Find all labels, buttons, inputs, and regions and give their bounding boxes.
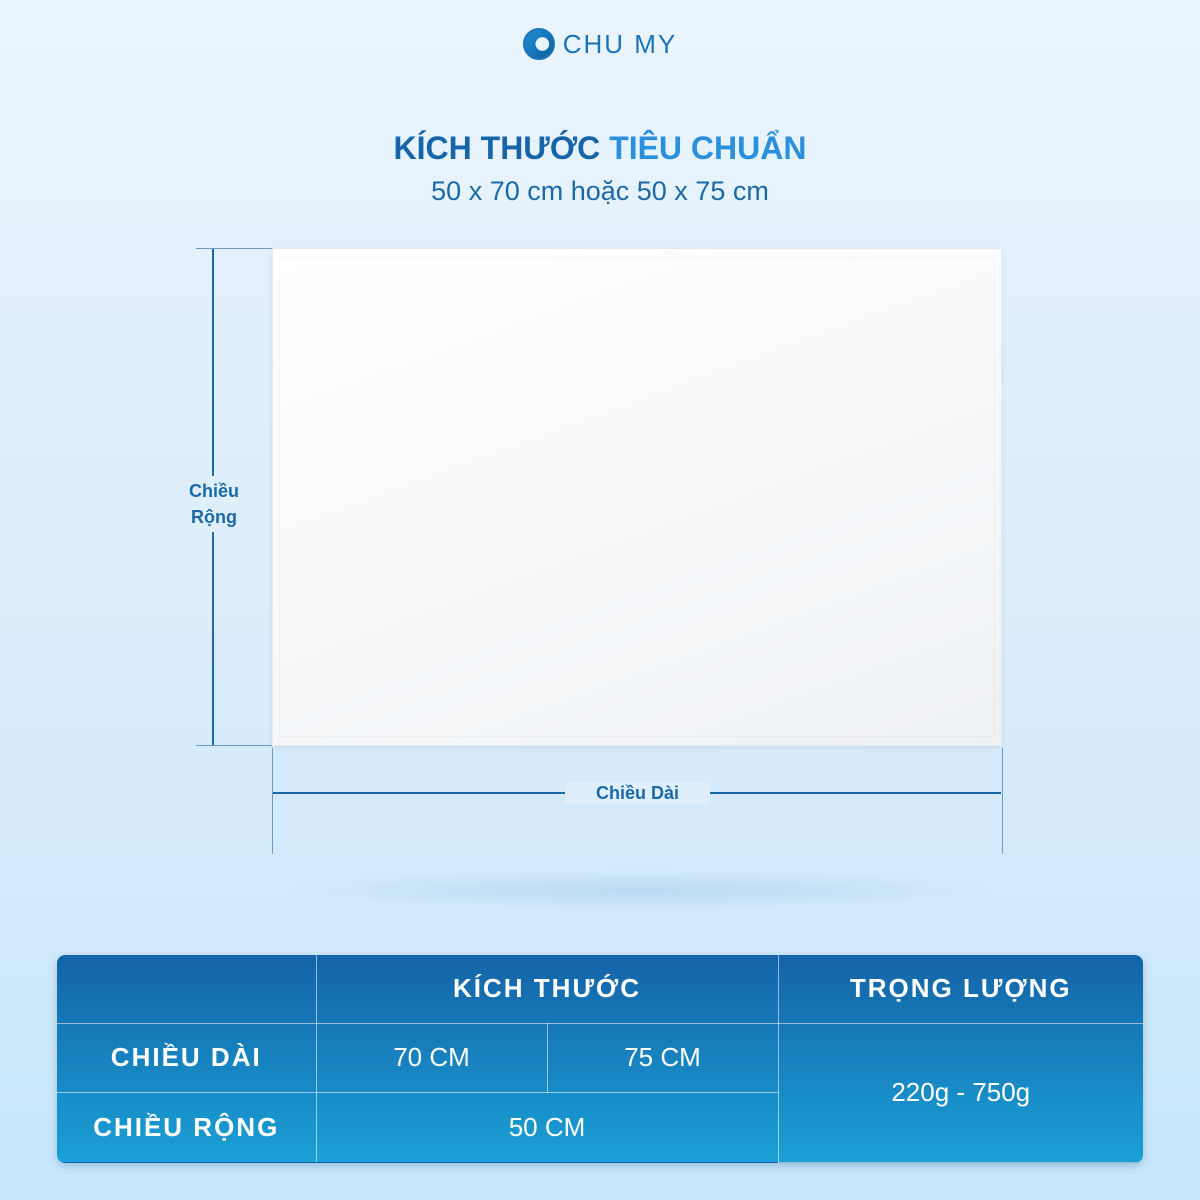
length-label: Chiều Dài — [565, 782, 710, 804]
page-title: KÍCH THƯỚC TIÊU CHUẨN — [0, 130, 1200, 167]
header-size: KÍCH THƯỚC — [315, 955, 779, 1024]
title-part1: KÍCH THƯỚC — [393, 130, 601, 166]
weight-value: 220g - 750g — [777, 1022, 1143, 1163]
length-75: 75 CM — [546, 1022, 779, 1093]
brand-logo: CHU MY — [0, 28, 1200, 60]
width-label-line1: Chiều — [188, 481, 239, 501]
width-label: Chiều Rộng — [170, 476, 258, 532]
header-empty — [57, 955, 317, 1024]
page-subtitle: 50 x 70 cm hoặc 50 x 75 cm — [431, 176, 769, 206]
towel-shadow — [280, 870, 1000, 910]
dimension-tick — [1002, 748, 1003, 854]
title-part2: TIÊU CHUẨN — [609, 130, 807, 166]
width-label-line2: Rộng — [191, 507, 237, 527]
dimension-tick — [196, 745, 272, 746]
row-width-label: CHIỀU RỘNG — [57, 1091, 317, 1162]
dimension-tick — [196, 248, 272, 249]
row-length-label: CHIỀU DÀI — [57, 1022, 317, 1093]
length-70: 70 CM — [315, 1022, 548, 1093]
dimension-tick — [272, 748, 273, 854]
size-table: KÍCH THƯỚC TRỌNG LƯỢNG CHIỀU DÀI 70 CM 7… — [57, 955, 1143, 1163]
towel-image — [272, 248, 1002, 746]
brand-name: CHU MY — [562, 28, 678, 59]
width-50: 50 CM — [315, 1091, 778, 1162]
logo-mark-icon — [522, 28, 555, 60]
header-weight: TRỌNG LƯỢNG — [777, 955, 1143, 1024]
